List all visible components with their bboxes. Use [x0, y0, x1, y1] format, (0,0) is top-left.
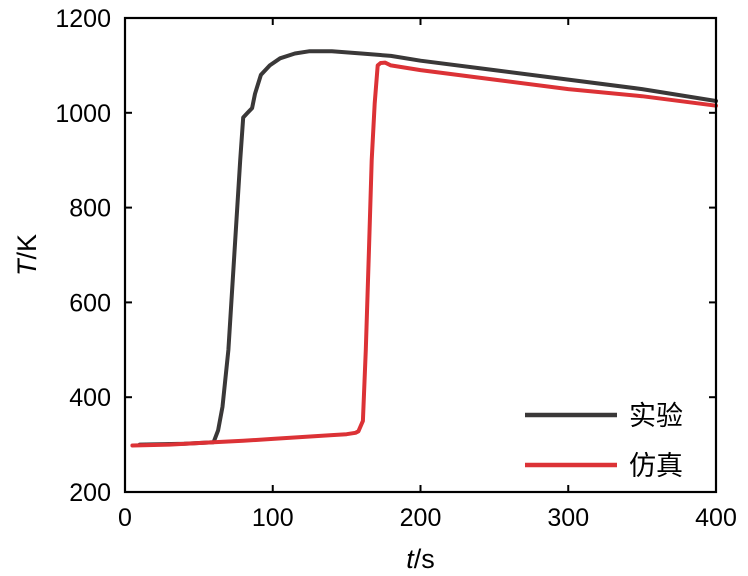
series-line-experiment [137, 49, 718, 447]
legend-label-simulation: 仿真 [629, 451, 683, 482]
x-tick-label: 100 [252, 504, 294, 532]
plot-lines [130, 49, 718, 448]
y-tick-label: 800 [69, 195, 111, 223]
x-tick-label: 200 [400, 504, 442, 532]
series-line-simulation [130, 60, 718, 448]
y-tick-label: 200 [69, 479, 111, 507]
y-axis-variable: T [12, 257, 42, 276]
axis-ticks: 0 100 200 300 400 200 400 600 800 1000 1200 [55, 5, 736, 532]
x-axis-variable: t [406, 544, 415, 574]
y-tick-label: 1000 [55, 100, 111, 128]
legend: 实验 仿真 [525, 401, 683, 482]
legend-label-experiment: 实验 [629, 401, 683, 432]
y-tick-label: 400 [69, 384, 111, 412]
y-tick-label: 1200 [55, 5, 111, 33]
x-axis-unit: /s [414, 544, 435, 574]
x-tick-label: 300 [547, 504, 589, 532]
y-axis-unit: /K [12, 234, 42, 260]
y-tick-label: 600 [69, 289, 111, 317]
x-tick-label: 0 [118, 504, 132, 532]
x-axis-title: t/s [406, 544, 435, 574]
y-axis-title: T/K [12, 234, 42, 276]
x-tick-label: 400 [695, 504, 737, 532]
